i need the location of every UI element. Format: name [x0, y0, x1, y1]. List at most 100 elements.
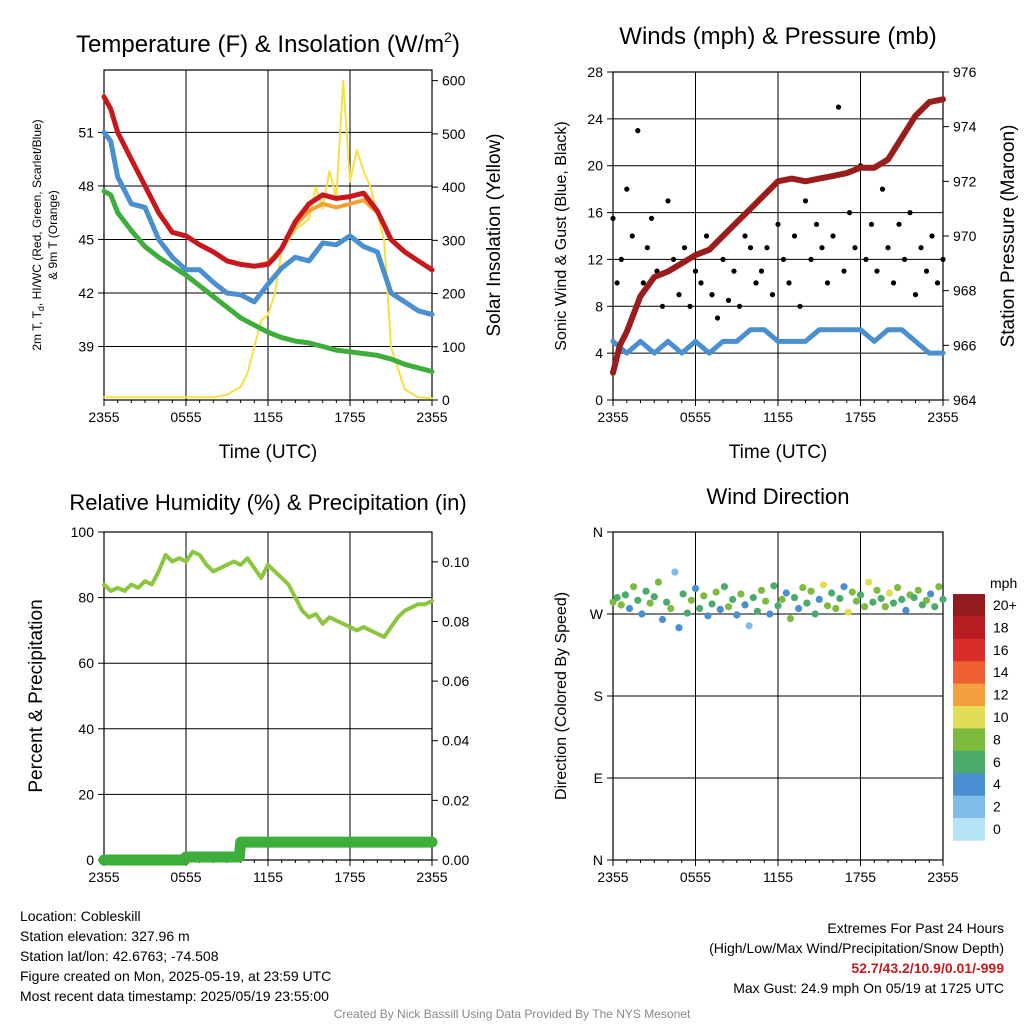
y-tick-label: 24	[587, 111, 603, 127]
plot-frame	[612, 531, 944, 861]
gust-point	[640, 280, 646, 286]
y2-tick-label: 500	[442, 126, 466, 142]
gust-point	[813, 221, 820, 227]
colorbar-swatch	[953, 818, 985, 841]
colorbar-swatch	[953, 683, 985, 707]
direction-point	[922, 596, 931, 604]
direction-point	[877, 594, 885, 603]
y2-tick-label: 968	[953, 283, 977, 299]
gust-point	[824, 280, 831, 286]
y2-tick-label: 100	[442, 339, 466, 355]
station-location: Location: Cobleskill	[20, 908, 141, 924]
direction-point	[873, 586, 881, 594]
gust-point	[819, 245, 825, 251]
colorbar-label: 12	[993, 687, 1009, 703]
y2-tick-label: 0.06	[442, 673, 469, 689]
direction-point	[617, 601, 625, 609]
gust-point	[692, 268, 699, 274]
colorbar-label: 6	[993, 754, 1001, 770]
y2-tick-label: 0.00	[442, 852, 469, 868]
direction-point	[939, 595, 947, 604]
direction-point	[786, 615, 795, 623]
direction-point	[708, 600, 716, 608]
direction-point	[935, 583, 943, 591]
colorbar-label: 2	[993, 799, 1001, 815]
colorbar-label: 18	[993, 619, 1009, 635]
direction-point	[716, 605, 724, 614]
colorbar-swatch	[953, 616, 985, 640]
direction-point	[745, 622, 753, 630]
y2-tick-label: 600	[442, 73, 466, 89]
x-tick-label: 2355	[927, 869, 958, 885]
chart-title: Winds (mph) & Pressure (mb)	[619, 23, 936, 50]
x-axis-label: Time (UTC)	[729, 442, 828, 463]
direction-point	[803, 599, 811, 607]
direction-point	[840, 583, 848, 591]
gust-point	[703, 233, 710, 239]
y2-tick-label: 974	[953, 119, 977, 135]
colorbar-swatch	[953, 706, 985, 729]
x-tick-label: 1755	[334, 869, 365, 885]
gust-point	[731, 268, 737, 274]
colorbar-label: 16	[993, 642, 1009, 658]
gust-point	[879, 186, 886, 192]
direction-point	[828, 589, 836, 597]
extremes-title: Extremes For Past 24 Hours	[827, 920, 1004, 936]
direction-point	[795, 604, 803, 613]
y-tick-label: 0	[86, 852, 94, 868]
direction-point	[650, 593, 658, 601]
x-tick-label: 0555	[170, 409, 201, 425]
direction-point	[823, 602, 832, 610]
station-info: Location: Cobleskill Station elevation: …	[20, 906, 331, 1006]
direction-point	[720, 583, 729, 591]
gust-point	[610, 215, 616, 221]
gust-point	[764, 245, 770, 251]
direction-point	[757, 586, 766, 594]
gust-point	[736, 303, 743, 309]
direction-point	[737, 590, 745, 598]
y-tick-label: 39	[78, 338, 94, 354]
direction-point	[766, 610, 774, 618]
direction-point	[927, 590, 935, 598]
gust-point	[648, 215, 655, 221]
direction-point	[869, 598, 877, 606]
gust-point	[797, 303, 803, 309]
direction-point	[918, 601, 927, 609]
extremes-values: 52.7/43.2/10.9/0.01/-999	[851, 960, 1004, 976]
direction-point	[675, 624, 683, 632]
direction-point	[704, 612, 712, 620]
y2-axis-label: Station Pressure (Maroon)	[998, 125, 1019, 348]
direction-point	[671, 568, 679, 576]
gust-point	[802, 198, 809, 204]
y-axis-label-part: 2m T, T	[30, 310, 44, 350]
direction-point	[679, 590, 687, 598]
direction-point	[621, 591, 630, 599]
y-tick-label: 4	[595, 345, 603, 361]
series-pressure	[610, 96, 946, 376]
y2-tick-label: 0.04	[442, 733, 469, 749]
gust-point	[758, 268, 765, 274]
direction-point	[790, 594, 799, 602]
colorbar-swatch	[953, 728, 985, 752]
series-precip	[98, 836, 438, 866]
y-tick-label: 48	[78, 178, 94, 194]
colorbar-swatch	[953, 750, 985, 774]
direction-point	[848, 588, 856, 596]
gust-point	[874, 268, 880, 274]
direction-point	[861, 603, 869, 611]
gust-point	[896, 221, 902, 227]
y-tick-label: 8	[595, 298, 603, 314]
extremes-panel: Extremes For Past 24 Hours (High/Low/Max…	[709, 918, 1004, 998]
gust-point	[901, 256, 908, 262]
gust-point	[852, 245, 858, 251]
direction-point	[832, 604, 840, 613]
recent-timestamp: Most recent data timestamp: 2025/05/19 2…	[20, 988, 329, 1004]
x-tick-label: 2355	[597, 869, 628, 885]
gust-point	[720, 256, 726, 262]
colorbar-swatch	[953, 795, 985, 819]
gust-point	[786, 280, 792, 286]
direction-point	[667, 604, 675, 613]
gust-point	[846, 210, 853, 216]
colorbar-title: mph	[990, 575, 1017, 591]
